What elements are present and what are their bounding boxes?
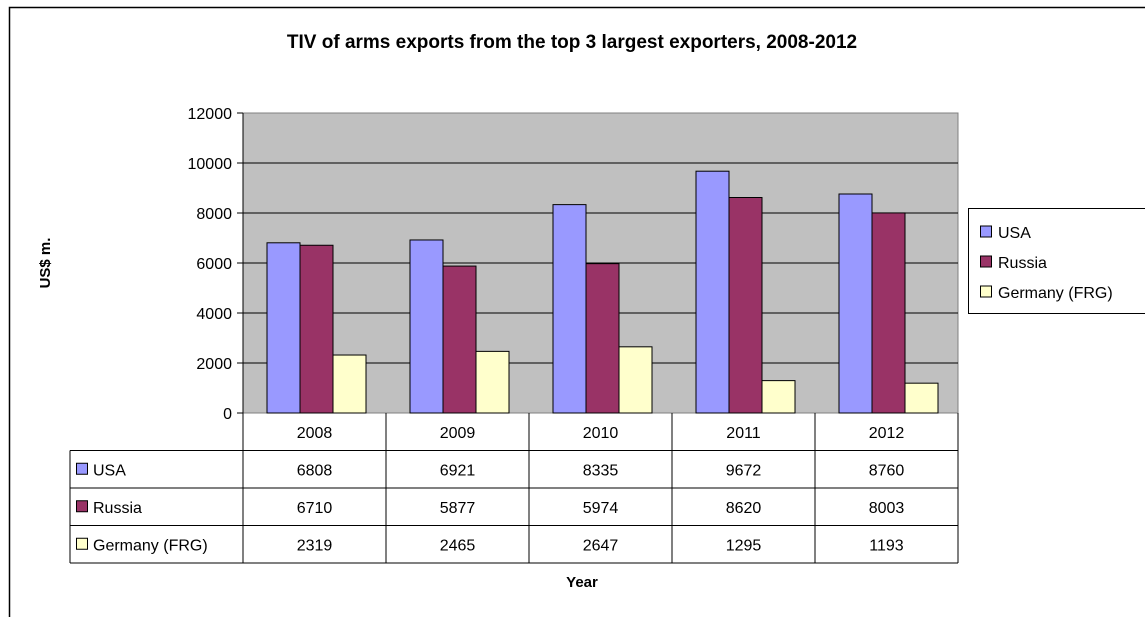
table-cell: 6710 (297, 500, 333, 517)
bar-usa-2012 (838, 193, 873, 414)
table-cell: 8335 (583, 462, 619, 479)
y-tick-label: 10000 (188, 156, 233, 173)
bar-russia-2011 (728, 197, 763, 414)
bar-germany-frg-2009 (475, 350, 510, 414)
y-axis-title: US$ m. (37, 238, 54, 289)
table-row-label: USA (93, 462, 126, 479)
y-tick-label: 8000 (196, 206, 232, 223)
bar-germany-frg-2011 (761, 380, 796, 414)
table-cell: 5974 (583, 500, 619, 517)
bar-usa-2010 (552, 204, 587, 414)
bar-russia-2012 (871, 212, 906, 414)
legend-label: USA (998, 225, 1031, 242)
table-cell: 5877 (440, 500, 476, 517)
bar-germany-frg-2012 (904, 382, 939, 414)
table-cell: 2647 (583, 537, 619, 554)
table-row-label: Russia (93, 500, 142, 517)
bar-russia-2009 (442, 265, 477, 414)
y-tick-label: 0 (223, 406, 232, 423)
bar-usa-2009 (409, 239, 444, 414)
table-header-2012: 2012 (869, 425, 905, 442)
y-tick-label: 12000 (188, 106, 233, 123)
bar-russia-2010 (585, 263, 620, 414)
table-cell: 2319 (297, 537, 333, 554)
y-axis-ticks: 0 2000 4000 6000 8000 10000 12000 (188, 106, 244, 423)
legend-label: Russia (998, 255, 1047, 272)
bar-germany-frg-2008 (332, 354, 367, 414)
table-cell: 6808 (297, 462, 333, 479)
bar-germany-frg-2010 (618, 346, 653, 414)
table-cell: 8760 (869, 462, 905, 479)
table-header-2010: 2010 (583, 425, 619, 442)
x-axis-title: Year (566, 574, 598, 591)
bars (266, 170, 939, 414)
table-legend-key (76, 500, 88, 513)
table-cell: 1193 (869, 537, 904, 554)
table-cell: 8620 (726, 500, 762, 517)
bar-usa-2008 (266, 242, 301, 414)
legend-key (980, 255, 992, 268)
legend: USA Russia Germany (FRG) (968, 208, 1145, 314)
table-header-2008: 2008 (297, 425, 333, 442)
data-table: 2008 2009 2010 2011 2012 USA 6808 6921 8335 9672 8… (69, 413, 959, 564)
y-tick-label: 4000 (196, 306, 232, 323)
legend-label: Germany (FRG) (998, 285, 1113, 302)
table-legend-key (76, 462, 88, 475)
table-cell: 9672 (726, 462, 762, 479)
table-legend-key (76, 537, 88, 550)
legend-key (980, 285, 992, 298)
bar-russia-2008 (299, 244, 334, 414)
table-cell: 8003 (869, 500, 905, 517)
table-cell: 2465 (440, 537, 476, 554)
y-tick-label: 6000 (196, 256, 232, 273)
legend-key (980, 225, 992, 238)
table-header-2011: 2011 (726, 425, 761, 442)
table-header-2009: 2009 (440, 425, 476, 442)
table-cell: 1295 (726, 537, 762, 554)
chart-title: TIV of arms exports from the top 3 large… (287, 32, 857, 53)
table-cell: 6921 (440, 462, 476, 479)
y-tick-label: 2000 (196, 356, 232, 373)
bar-usa-2011 (695, 170, 730, 414)
legend-box (968, 208, 1145, 314)
table-row-label: Germany (FRG) (93, 537, 208, 554)
